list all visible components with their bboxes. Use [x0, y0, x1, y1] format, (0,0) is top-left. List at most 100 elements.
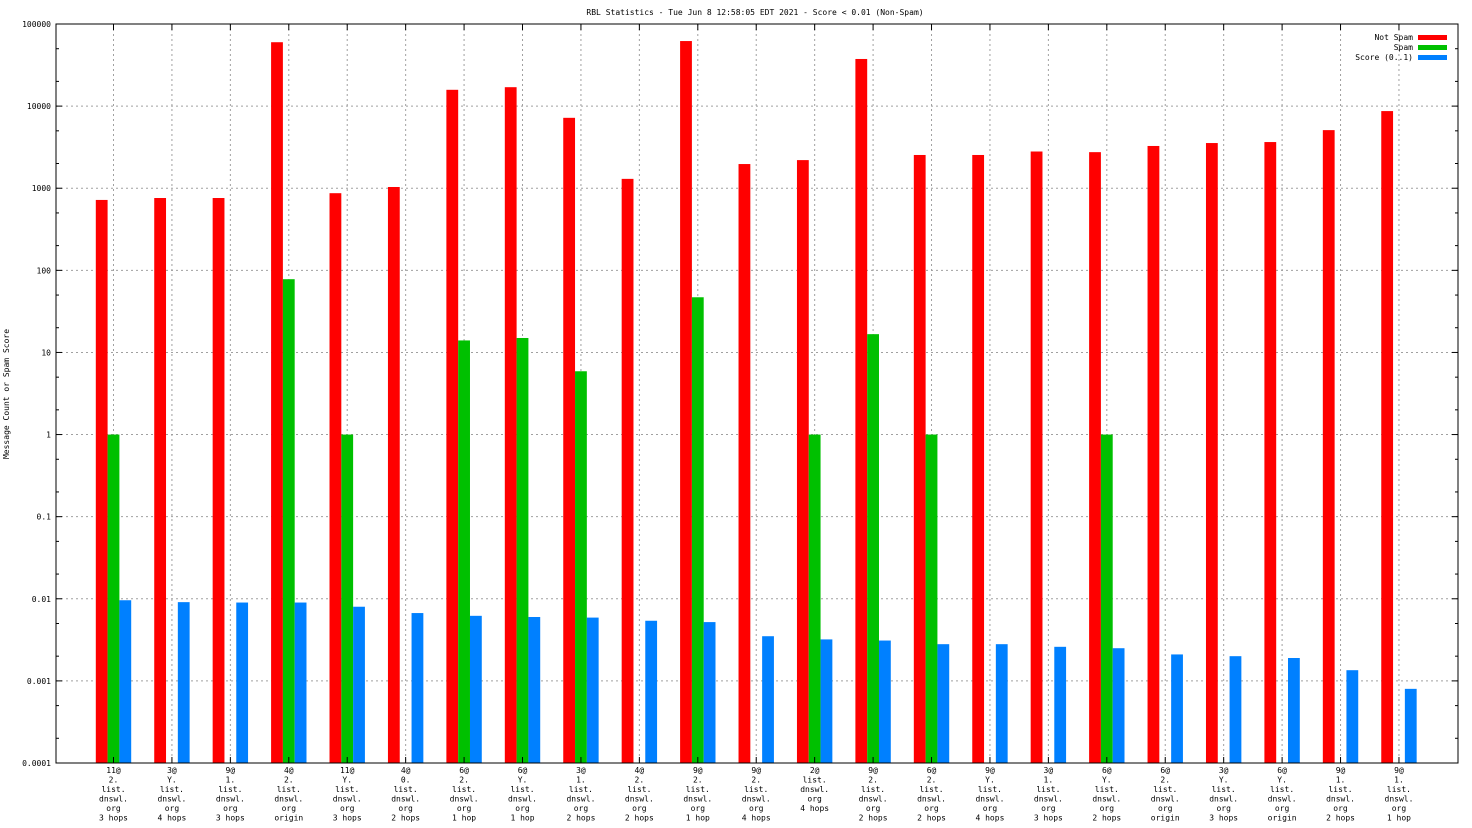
x-tick-label: 4 hops: [800, 804, 829, 813]
x-tick-label: org: [749, 804, 764, 813]
x-tick-label: dnswl.: [1209, 795, 1238, 804]
x-tick-label: 2 hops: [391, 814, 420, 823]
x-tick-label: dnswl.: [99, 795, 128, 804]
x-tick-label: dnswl.: [508, 795, 537, 804]
x-tick-label: 3@: [167, 766, 177, 775]
x-tick-label: 2.: [635, 776, 645, 785]
x-tick-label: dnswl.: [391, 795, 420, 804]
x-tick-label: org: [983, 804, 998, 813]
x-tick-label: org: [691, 804, 706, 813]
bar-score: [294, 602, 307, 763]
x-tick-label: Y.: [985, 776, 995, 785]
x-tick-label: origin: [1268, 814, 1297, 823]
x-tick-label: 3@: [1044, 766, 1054, 775]
legend-label: Not Spam: [1374, 33, 1413, 42]
x-tick-label: list.: [978, 785, 1002, 794]
x-tick-label: Y.: [1219, 776, 1229, 785]
bar-not-spam: [1147, 145, 1160, 763]
bar-not-spam: [913, 154, 926, 763]
x-tick-label: org: [632, 804, 647, 813]
x-tick-label: Y.: [342, 776, 352, 785]
x-tick-label: list.: [803, 776, 827, 785]
x-tick-label: 2.: [868, 776, 878, 785]
x-tick-label: 9@: [1336, 766, 1346, 775]
bar-spam: [341, 434, 354, 763]
y-tick-label: 100: [37, 266, 52, 275]
bar-spam: [867, 334, 879, 763]
y-tick-label: 10: [41, 348, 51, 357]
bar-not-spam: [446, 89, 459, 764]
x-tick-label: dnswl.: [157, 795, 186, 804]
x-tick-label: dnswl.: [625, 795, 654, 804]
legend-label: Spam: [1394, 43, 1413, 52]
y-ticks: 0.0001 0.001 0.01 0.1 1 10 100 1000 10000 100000: [22, 20, 1458, 768]
x-tick-label: list.: [394, 785, 418, 794]
bar-score: [353, 606, 365, 763]
x-tick-label: dnswl.: [1326, 795, 1355, 804]
x-tick-label: list.: [1212, 785, 1236, 794]
x-tick-label: dnswl.: [800, 785, 829, 794]
bar-spam: [925, 434, 938, 763]
x-tick-label: Y.: [1277, 776, 1287, 785]
x-tick-label: 2.: [927, 776, 937, 785]
bar-score: [937, 644, 950, 763]
legend-swatch: [1418, 45, 1447, 50]
legend-swatch: [1418, 55, 1447, 60]
x-tick-label: org: [223, 804, 238, 813]
bar-score: [820, 639, 833, 763]
x-tick-label: dnswl.: [859, 795, 888, 804]
x-tick-label: list.: [1387, 785, 1411, 794]
x-tick-label: 4@: [401, 766, 411, 775]
x-tick-label: 4 hops: [157, 814, 186, 823]
x-tick-label: 1 hop: [1387, 814, 1411, 823]
bar-not-spam: [972, 154, 985, 763]
x-tick-label: 4@: [635, 766, 645, 775]
x-tick-label: org: [807, 795, 822, 804]
bar-not-spam: [271, 42, 283, 763]
bar-score: [469, 615, 482, 763]
x-tick-label: dnswl.: [1385, 795, 1414, 804]
bar-not-spam: [387, 186, 400, 763]
x-tick-label: org: [106, 804, 121, 813]
x-tick-label: 9@: [751, 766, 761, 775]
x-tick-label: 0.: [401, 776, 411, 785]
x-tick-label: list.: [744, 785, 768, 794]
x-tick-label: dnswl.: [216, 795, 245, 804]
x-tick-label: 1 hop: [452, 814, 476, 823]
x-tick-label: 9@: [985, 766, 995, 775]
bar-not-spam: [154, 198, 167, 764]
bar-not-spam: [1264, 142, 1277, 763]
grid: [56, 24, 1458, 763]
x-tick-label: 4@: [284, 766, 294, 775]
x-tick-label: 1.: [1044, 776, 1054, 785]
bar-not-spam: [1322, 130, 1335, 763]
y-tick-label: 100000: [22, 20, 51, 29]
x-tick-label: list.: [218, 785, 242, 794]
bar-score: [878, 640, 891, 763]
y-tick-label: 0.01: [32, 595, 51, 604]
x-tick-label: 2@: [810, 766, 820, 775]
x-tick-label: org: [457, 804, 472, 813]
x-tick-label: dnswl.: [1268, 795, 1297, 804]
x-tick-label: org: [1333, 804, 1348, 813]
bar-not-spam: [1205, 143, 1218, 763]
y-tick-label: 0.0001: [22, 759, 51, 768]
x-tick-label: 2 hops: [625, 814, 654, 823]
y-tick-label: 0.1: [37, 513, 52, 522]
x-tick-label: 2 hops: [1092, 814, 1121, 823]
bar-not-spam: [563, 117, 576, 764]
bar-not-spam: [796, 160, 809, 763]
bars: [95, 41, 1417, 764]
x-tick-label: dnswl.: [333, 795, 362, 804]
bar-not-spam: [212, 198, 225, 764]
x-tick-label: 3 hops: [1209, 814, 1238, 823]
bar-not-spam: [1030, 151, 1043, 763]
x-tick-label: 3 hops: [216, 814, 245, 823]
bar-spam: [1100, 434, 1113, 763]
x-tick-label: 9@: [693, 766, 703, 775]
bar-score: [703, 622, 716, 763]
x-tick-label: org: [515, 804, 530, 813]
x-tick-label: 2 hops: [859, 814, 888, 823]
x-tick-label: 2 hops: [917, 814, 946, 823]
bar-not-spam: [95, 199, 108, 763]
